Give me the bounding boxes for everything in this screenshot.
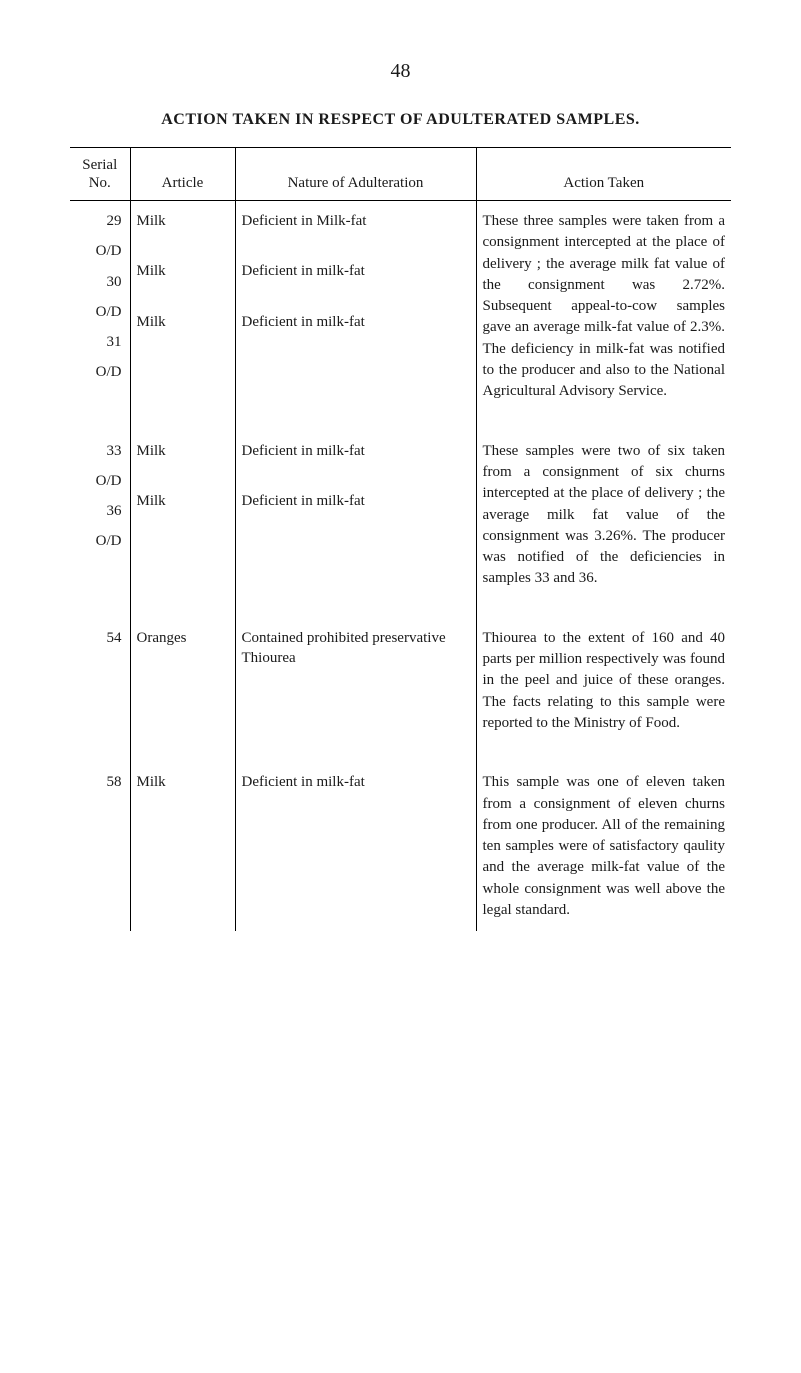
cell-article: Milk — [130, 762, 235, 931]
table-header-row: Serial No. Article Nature of Adulteratio… — [70, 148, 731, 201]
serial-value: 30 — [76, 272, 122, 292]
nature-value: Contained prohibited preservative Thiour… — [242, 628, 470, 669]
header-action: Action Taken — [476, 148, 731, 201]
article-value: Milk — [137, 441, 229, 461]
serial-value: 54 — [76, 628, 122, 648]
nature-value: Deficient in milk-fat — [242, 491, 470, 511]
serial-value: O/D — [76, 471, 122, 491]
article-value: Milk — [137, 772, 229, 792]
header-nature: Nature of Adulteration — [235, 148, 476, 201]
article-value: Milk — [137, 491, 229, 511]
action-text: These three samples were taken from a co… — [483, 211, 726, 403]
header-serial: Serial No. — [70, 148, 130, 201]
serial-value: 36 — [76, 501, 122, 521]
serial-value: O/D — [76, 241, 122, 261]
cell-article: Milk Milk Milk — [130, 201, 235, 431]
article-value: Milk — [137, 211, 229, 231]
cell-nature: Deficient in milk-fat Deficient in milk-… — [235, 431, 476, 618]
serial-value: 29 — [76, 211, 122, 231]
serial-value: 58 — [76, 772, 122, 792]
serial-value: O/D — [76, 531, 122, 551]
table-row: 29 O/D 30 O/D 31 O/D Milk Milk Milk Defi… — [70, 201, 731, 431]
cell-action: Thiourea to the extent of 160 and 40 par… — [476, 618, 731, 762]
page-title: ACTION TAKEN IN RESPECT OF ADULTERATED S… — [70, 111, 731, 129]
samples-table: Serial No. Article Nature of Adulteratio… — [70, 147, 731, 931]
cell-article: Oranges — [130, 618, 235, 762]
nature-value: Deficient in milk-fat — [242, 441, 470, 461]
serial-value: 33 — [76, 441, 122, 461]
cell-serial: 29 O/D 30 O/D 31 O/D — [70, 201, 130, 431]
table-row: 58 Milk Deficient in milk-fat This sampl… — [70, 762, 731, 931]
cell-action: These three samples were taken from a co… — [476, 201, 731, 431]
serial-value: O/D — [76, 362, 122, 382]
cell-action: This sample was one of eleven taken from… — [476, 762, 731, 931]
cell-nature: Contained prohibited preservative Thiour… — [235, 618, 476, 762]
cell-serial: 33 O/D 36 O/D — [70, 431, 130, 618]
serial-value: 31 — [76, 332, 122, 352]
page-number: 48 — [70, 60, 731, 83]
cell-serial: 58 — [70, 762, 130, 931]
nature-value: Deficient in milk-fat — [242, 312, 470, 332]
action-text: Thiourea to the extent of 160 and 40 par… — [483, 628, 726, 734]
action-text: These samples were two of six taken from… — [483, 441, 726, 590]
serial-value: O/D — [76, 302, 122, 322]
nature-value: Deficient in Milk-fat — [242, 211, 470, 231]
cell-article: Milk Milk — [130, 431, 235, 618]
header-article: Article — [130, 148, 235, 201]
cell-action: These samples were two of six taken from… — [476, 431, 731, 618]
article-value: Milk — [137, 312, 229, 332]
cell-nature: Deficient in Milk-fat Deficient in milk-… — [235, 201, 476, 431]
article-value: Milk — [137, 261, 229, 281]
nature-value: Deficient in milk-fat — [242, 261, 470, 281]
nature-value: Deficient in milk-fat — [242, 772, 470, 792]
table-row: 33 O/D 36 O/D Milk Milk Deficient in mil… — [70, 431, 731, 618]
article-value: Oranges — [137, 628, 229, 648]
table-row: 54 Oranges Contained prohibited preserva… — [70, 618, 731, 762]
action-text: This sample was one of eleven taken from… — [483, 772, 726, 921]
cell-nature: Deficient in milk-fat — [235, 762, 476, 931]
cell-serial: 54 — [70, 618, 130, 762]
